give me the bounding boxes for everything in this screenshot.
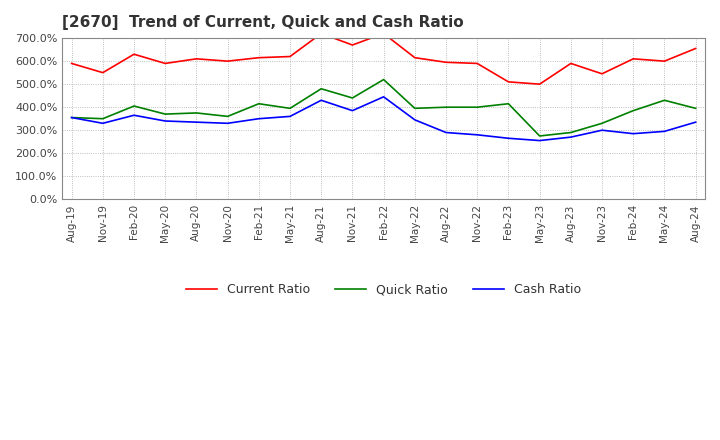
Current Ratio [286,54,294,59]
Quick Ratio [567,130,575,135]
Current Ratio [598,71,606,77]
Quick Ratio [317,86,325,92]
Quick Ratio [629,108,637,113]
Quick Ratio [192,110,201,116]
Quick Ratio [67,115,76,120]
Quick Ratio [379,77,388,82]
Quick Ratio [254,101,263,106]
Quick Ratio [130,103,138,109]
Cash Ratio [379,94,388,99]
Current Ratio [535,81,544,87]
Cash Ratio [473,132,482,137]
Cash Ratio [317,98,325,103]
Cash Ratio [348,108,356,113]
Current Ratio [379,31,388,36]
Cash Ratio [99,121,107,126]
Quick Ratio [660,98,669,103]
Cash Ratio [691,120,700,125]
Cash Ratio [286,114,294,119]
Cash Ratio [504,136,513,141]
Legend: Current Ratio, Quick Ratio, Cash Ratio: Current Ratio, Quick Ratio, Cash Ratio [181,278,587,301]
Cash Ratio [67,115,76,120]
Cash Ratio [192,120,201,125]
Cash Ratio [660,129,669,134]
Current Ratio [473,61,482,66]
Quick Ratio [504,101,513,106]
Current Ratio [254,55,263,60]
Quick Ratio [410,106,419,111]
Current Ratio [161,61,169,66]
Cash Ratio [130,113,138,118]
Quick Ratio [691,106,700,111]
Current Ratio [567,61,575,66]
Text: [2670]  Trend of Current, Quick and Cash Ratio: [2670] Trend of Current, Quick and Cash … [62,15,464,30]
Cash Ratio [441,130,450,135]
Quick Ratio [286,106,294,111]
Quick Ratio [223,114,232,119]
Quick Ratio [161,111,169,117]
Cash Ratio [161,118,169,124]
Current Ratio [660,59,669,64]
Quick Ratio [441,105,450,110]
Quick Ratio [99,116,107,121]
Quick Ratio [473,105,482,110]
Cash Ratio [535,138,544,143]
Quick Ratio [348,95,356,101]
Current Ratio [629,56,637,62]
Current Ratio [192,56,201,62]
Current Ratio [99,70,107,75]
Current Ratio [348,42,356,48]
Current Ratio [130,51,138,57]
Quick Ratio [535,133,544,139]
Line: Quick Ratio: Quick Ratio [71,80,696,136]
Cash Ratio [410,117,419,122]
Current Ratio [504,79,513,84]
Current Ratio [410,55,419,60]
Current Ratio [441,60,450,65]
Current Ratio [67,61,76,66]
Current Ratio [223,59,232,64]
Line: Cash Ratio: Cash Ratio [71,97,696,140]
Cash Ratio [223,121,232,126]
Cash Ratio [629,131,637,136]
Current Ratio [317,31,325,36]
Cash Ratio [254,116,263,121]
Cash Ratio [598,128,606,133]
Current Ratio [691,46,700,51]
Quick Ratio [598,121,606,126]
Cash Ratio [567,135,575,140]
Line: Current Ratio: Current Ratio [71,33,696,84]
